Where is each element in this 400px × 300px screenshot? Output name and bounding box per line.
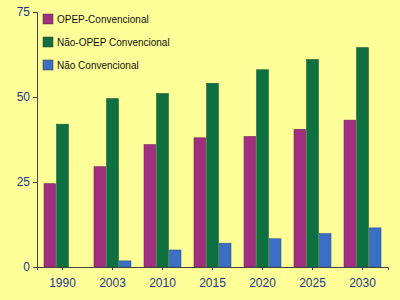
chart: 0 25 50 75 1990 2003 2010 2015 2020 2025 2030 OPEP-…	[0, 0, 400, 300]
tick-mark	[112, 267, 113, 270]
tick-label: 2015	[199, 276, 226, 290]
tick: 75	[17, 5, 37, 19]
legend-swatch	[43, 60, 53, 70]
axis-line	[38, 268, 389, 271]
x-axis: 1990 2003 2010 2015 2020 2025 2030	[38, 267, 389, 290]
tick: 1990	[49, 267, 76, 290]
tick: 50	[17, 90, 37, 104]
tick-mark	[33, 267, 37, 268]
tick-mark	[33, 12, 37, 13]
bar	[157, 94, 169, 267]
bar	[307, 60, 319, 267]
bar	[257, 70, 269, 267]
tick-label: 2030	[349, 276, 376, 290]
legend-swatch	[43, 14, 53, 24]
bar	[44, 184, 56, 267]
bar	[319, 234, 331, 267]
axis-line	[33, 13, 38, 268]
tick-label: 2020	[249, 276, 276, 290]
tick-mark	[262, 267, 263, 270]
series	[57, 48, 369, 267]
tick: 2020	[249, 267, 276, 290]
bar	[294, 129, 306, 267]
tick-mark	[33, 97, 37, 98]
tick-label: 2025	[299, 276, 326, 290]
tick-label: 2003	[99, 276, 126, 290]
tick: 25	[17, 175, 37, 189]
legend-label: Não-OPEP Convencional	[57, 37, 170, 48]
tick-mark	[62, 267, 63, 270]
tick-label: 2010	[149, 276, 176, 290]
bar	[107, 99, 119, 267]
y-axis: 0 25 50 75	[17, 5, 38, 274]
tick-mark	[33, 182, 37, 183]
series	[119, 228, 381, 267]
bars	[44, 48, 381, 267]
tick-label: 50	[17, 90, 31, 104]
bar	[244, 136, 256, 267]
tick-mark	[162, 267, 163, 270]
tick: 2030	[349, 267, 376, 290]
legend-label: OPEP-Convencional	[57, 14, 149, 25]
bar	[194, 138, 206, 267]
bar	[94, 167, 106, 267]
tick-label: 75	[17, 5, 31, 19]
bar	[144, 145, 156, 267]
bar	[169, 250, 181, 267]
legend-swatch	[43, 37, 53, 47]
bar	[207, 83, 219, 267]
legend-item: Não Convencional	[43, 60, 139, 71]
bar	[269, 239, 281, 267]
tick-label: 25	[17, 175, 31, 189]
bar	[219, 243, 231, 267]
tick-label: 0	[23, 260, 30, 274]
tick-label: 1990	[49, 276, 76, 290]
tick: 2010	[149, 267, 176, 290]
bar	[357, 48, 369, 267]
tick: 0	[23, 260, 37, 274]
tick-mark	[212, 267, 213, 270]
tick: 2025	[299, 267, 326, 290]
legend: OPEP-Convencional Não-OPEP Convencional Nã…	[43, 14, 170, 71]
tick: 2015	[199, 267, 226, 290]
tick-mark	[312, 267, 313, 270]
bar	[344, 120, 356, 267]
legend-label: Não Convencional	[57, 60, 139, 71]
bar	[119, 261, 131, 267]
bar	[69, 267, 81, 268]
plot: 0 25 50 75 1990 2003 2010 2015 2020 2025 2030 OPEP-…	[17, 5, 389, 290]
bar	[57, 124, 69, 267]
tick-mark	[362, 267, 363, 270]
legend-item: Não-OPEP Convencional	[43, 37, 170, 48]
bar	[369, 228, 381, 267]
tick: 2003	[99, 267, 126, 290]
legend-item: OPEP-Convencional	[43, 14, 149, 25]
